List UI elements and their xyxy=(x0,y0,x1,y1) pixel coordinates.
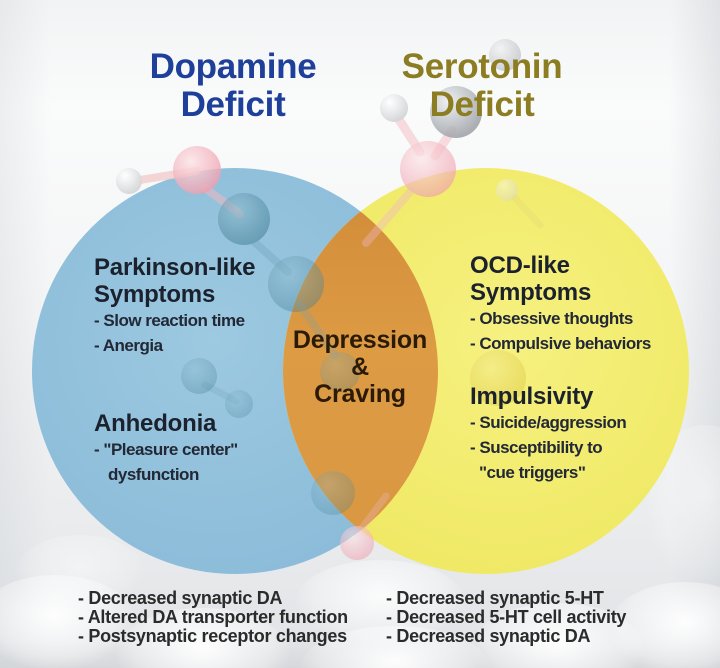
molecule-graphic-left xyxy=(116,146,360,515)
overlap-region xyxy=(283,168,438,574)
right-footnote-list: - Decreased synaptic 5-HT - Decreased 5-… xyxy=(386,589,626,646)
section-heading: OCD-like Symptoms xyxy=(470,252,592,306)
footnote-item: - Decreased synaptic DA xyxy=(78,588,283,608)
molecule-sphere-yellow xyxy=(470,350,526,406)
section-item: - Suicide/aggression xyxy=(470,413,627,432)
section-item: - Anergia xyxy=(94,336,163,355)
section-item: - "Pleasure center" xyxy=(94,440,238,459)
left-title: Dopamine Deficit xyxy=(149,47,317,124)
left-section-parkinson: Parkinson-like Symptoms - Slow reaction … xyxy=(94,254,255,358)
footnote-item: - Altered DA transporter function xyxy=(78,607,348,627)
footnote-item: - Decreased synaptic 5-HT xyxy=(386,588,604,608)
right-title: Serotonin Deficit xyxy=(401,47,563,124)
section-item: - Obsessive thoughts xyxy=(470,309,633,328)
section-heading: Parkinson-like Symptoms xyxy=(94,254,256,308)
molecule-sphere-pink xyxy=(400,141,456,197)
molecule-graphic-center xyxy=(340,39,521,560)
section-item: dysfunction xyxy=(108,465,199,484)
molecule-sphere-teal xyxy=(181,358,217,394)
molecule-bond xyxy=(511,194,544,229)
right-section-ocd: OCD-like Symptoms - Obsessive thoughts -… xyxy=(470,252,651,356)
molecule-sphere-white xyxy=(380,94,408,122)
molecule-sphere-teal xyxy=(311,471,355,515)
section-item: - Susceptibility to xyxy=(470,438,603,457)
section-heading: Impulsivity xyxy=(470,383,594,410)
molecule-sphere-teal xyxy=(218,193,270,245)
section-item: "cue triggers" xyxy=(479,463,586,482)
molecule-sphere-white xyxy=(116,168,142,194)
section-item: - Slow reaction time xyxy=(94,311,245,330)
right-section-impulsivity: Impulsivity - Suicide/aggression - Susce… xyxy=(470,383,627,485)
footnote-item: - Decreased 5-HT cell activity xyxy=(386,607,627,627)
left-footnote-list: - Decreased synaptic DA - Altered DA tra… xyxy=(78,589,348,646)
footnote-item: - Decreased synaptic DA xyxy=(386,626,591,646)
molecule-sphere-teal xyxy=(320,352,360,392)
section-item: - Compulsive behaviors xyxy=(470,334,651,353)
section-heading: Anhedonia xyxy=(94,410,217,437)
molecule-bond xyxy=(358,492,390,532)
left-section-anhedonia: Anhedonia - "Pleasure center" dysfunctio… xyxy=(94,410,238,487)
molecule-graphic-right xyxy=(470,179,544,406)
molecule-sphere-gray xyxy=(430,86,482,138)
molecule-sphere-pink xyxy=(340,526,374,560)
molecule-sphere-teal xyxy=(268,256,324,312)
molecule-sphere-white xyxy=(496,179,518,201)
molecule-sphere-pink xyxy=(173,146,221,194)
footnote-item: - Postsynaptic receptor changes xyxy=(78,626,347,646)
overlap-label: Depression & Craving xyxy=(292,326,428,408)
molecule-bond xyxy=(296,301,339,359)
molecule-sphere-teal xyxy=(225,390,253,418)
molecule-sphere-gray xyxy=(489,39,521,71)
molecule-bond xyxy=(362,188,414,247)
